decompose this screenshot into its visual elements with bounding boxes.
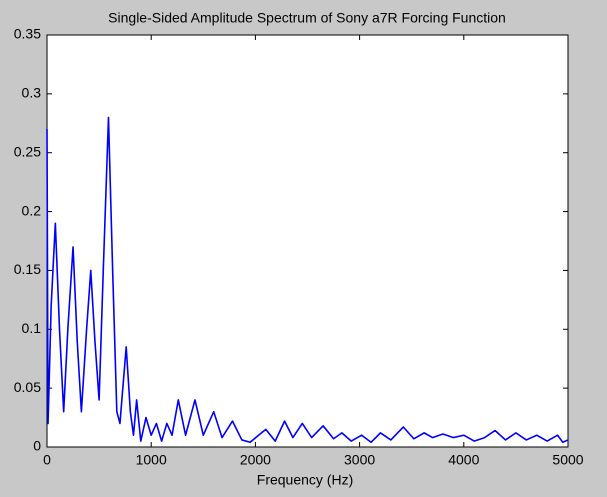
y-tick-label: 0 — [33, 438, 41, 454]
y-tick-label: 0.05 — [14, 379, 41, 395]
y-tick-label: 0.35 — [14, 26, 41, 42]
x-tick-label: 1000 — [136, 452, 167, 468]
chart-title: Single-Sided Amplitude Spectrum of Sony … — [108, 10, 506, 26]
y-tick-label: 0.25 — [14, 143, 41, 159]
y-tick-label: 0.15 — [14, 261, 41, 277]
plot-area — [46, 34, 569, 448]
x-tick-label: 4000 — [448, 452, 479, 468]
y-tick-label: 0.1 — [22, 320, 42, 336]
x-tick-label: 0 — [43, 452, 51, 468]
x-tick-label: 3000 — [344, 452, 375, 468]
x-tick-label: 5000 — [552, 452, 583, 468]
x-axis-label: Frequency (Hz) — [257, 472, 353, 488]
x-tick-label: 2000 — [240, 452, 271, 468]
spectrum-line — [46, 116, 569, 444]
y-tick-label: 0.2 — [22, 202, 42, 218]
y-tick-label: 0.3 — [22, 85, 42, 101]
